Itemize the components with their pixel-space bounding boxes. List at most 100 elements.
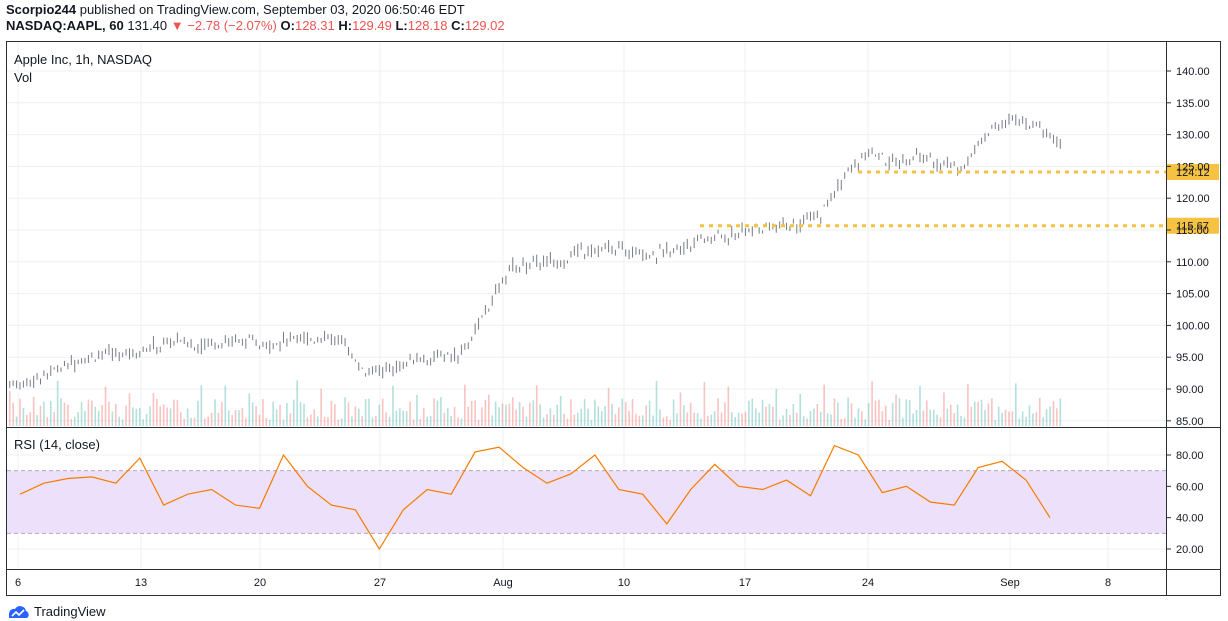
volume-bar bbox=[19, 398, 21, 426]
price-tick-label: 100.00 bbox=[1176, 320, 1210, 332]
volume-bar bbox=[241, 407, 244, 426]
volume-bar bbox=[717, 398, 719, 426]
volume-bar bbox=[833, 398, 836, 426]
volume-bar bbox=[234, 410, 237, 426]
volume-bar bbox=[67, 404, 69, 426]
volume-bar bbox=[624, 402, 627, 426]
volume-bar bbox=[758, 412, 760, 426]
volume-bar bbox=[826, 413, 829, 426]
volume-bar bbox=[672, 399, 675, 426]
volume-bar bbox=[32, 396, 35, 426]
volume-bar bbox=[344, 397, 346, 426]
volume-bar bbox=[748, 400, 750, 426]
volume-bar bbox=[587, 408, 589, 426]
volume-bar bbox=[908, 400, 911, 426]
volume-bar bbox=[590, 419, 593, 426]
volume-bar bbox=[251, 402, 254, 426]
volume-bar bbox=[830, 414, 832, 426]
volume-bar bbox=[474, 400, 476, 426]
volume-bar bbox=[378, 404, 381, 426]
volume-bar bbox=[296, 380, 298, 426]
volume-bar bbox=[210, 412, 213, 426]
volume-bar bbox=[26, 414, 28, 426]
volume-bar bbox=[628, 410, 630, 426]
volume-bar bbox=[351, 416, 353, 426]
volume-bar bbox=[802, 416, 805, 426]
volume-bar bbox=[1035, 412, 1038, 426]
volume-bar bbox=[340, 418, 343, 426]
volume-bar bbox=[819, 411, 822, 426]
volume-bar bbox=[772, 406, 774, 426]
volume-bar bbox=[227, 410, 230, 426]
volume-bar bbox=[689, 402, 692, 426]
volume-bar bbox=[224, 385, 227, 426]
volume-bar bbox=[768, 404, 771, 426]
volume-bar bbox=[997, 406, 1000, 426]
price-tick-label: 120.00 bbox=[1176, 193, 1210, 205]
volume-bar bbox=[347, 402, 350, 426]
volume-bar bbox=[371, 417, 374, 426]
volume-bar bbox=[94, 406, 97, 426]
volume-bar bbox=[416, 395, 418, 426]
volume-bar bbox=[902, 418, 904, 426]
volume-bar bbox=[56, 380, 59, 426]
volume-bar bbox=[275, 409, 278, 426]
volume-bar bbox=[460, 418, 463, 426]
volume-bar bbox=[53, 412, 55, 426]
volume-bar bbox=[388, 416, 391, 426]
volume-bar bbox=[1008, 411, 1010, 426]
volume-bar bbox=[737, 412, 740, 426]
author-name[interactable]: Scorpio244 bbox=[6, 2, 77, 17]
volume-bar bbox=[292, 399, 295, 426]
volume-bar bbox=[481, 407, 483, 426]
volume-bar bbox=[563, 413, 565, 426]
volume-bar bbox=[573, 414, 576, 426]
volume-bar bbox=[46, 417, 49, 426]
volume-bar bbox=[980, 399, 983, 426]
volume-bar bbox=[190, 417, 192, 426]
volume-bar bbox=[926, 400, 928, 426]
volume-bar bbox=[861, 411, 863, 426]
volume-bar bbox=[245, 418, 247, 426]
volume-bar bbox=[659, 409, 661, 426]
rsi-axis-labels: 20.00 40.00 60.00 80.00 bbox=[1166, 450, 1204, 556]
volume-bar bbox=[580, 408, 582, 426]
volume-bar bbox=[142, 419, 144, 426]
volume-bar bbox=[652, 415, 654, 426]
volume-bar bbox=[710, 414, 713, 426]
volume-bar bbox=[878, 399, 880, 426]
open-value: 128.31 bbox=[294, 18, 335, 33]
volume-bar bbox=[761, 399, 764, 426]
volume-bar bbox=[207, 416, 209, 426]
volume-bar bbox=[111, 411, 114, 426]
volume-bar bbox=[125, 405, 127, 426]
volume-bar bbox=[1052, 401, 1055, 426]
volume-bar bbox=[405, 410, 408, 426]
volume-bar bbox=[1049, 406, 1051, 426]
time-tick-label: Aug bbox=[493, 577, 513, 589]
volume-bar bbox=[1015, 383, 1017, 426]
volume-bar bbox=[176, 400, 179, 426]
volume-bar bbox=[162, 404, 165, 426]
tradingview-logo[interactable]: TradingView bbox=[6, 604, 106, 619]
volume-bar bbox=[138, 407, 141, 426]
candles bbox=[9, 113, 1061, 390]
volume-bar bbox=[368, 398, 370, 426]
publish-info: Scorpio244 published on TradingView.com,… bbox=[6, 2, 465, 17]
price-tick-label: 125.00 bbox=[1176, 161, 1210, 173]
volume-bar bbox=[867, 403, 870, 426]
volume-bar bbox=[775, 388, 778, 426]
volume-bar bbox=[63, 402, 66, 426]
volume-bar bbox=[597, 406, 600, 426]
volume-bar bbox=[915, 409, 918, 426]
volume-bar bbox=[693, 412, 695, 426]
volume-bar bbox=[97, 410, 100, 426]
volume-bar bbox=[823, 384, 825, 426]
price-tick-label: 130.00 bbox=[1176, 130, 1210, 142]
volume-bar bbox=[576, 412, 579, 426]
down-arrow-icon: ▼ bbox=[170, 18, 184, 33]
volume-bar bbox=[282, 419, 285, 426]
volume-bar bbox=[248, 393, 251, 426]
volume-bar bbox=[361, 416, 363, 426]
